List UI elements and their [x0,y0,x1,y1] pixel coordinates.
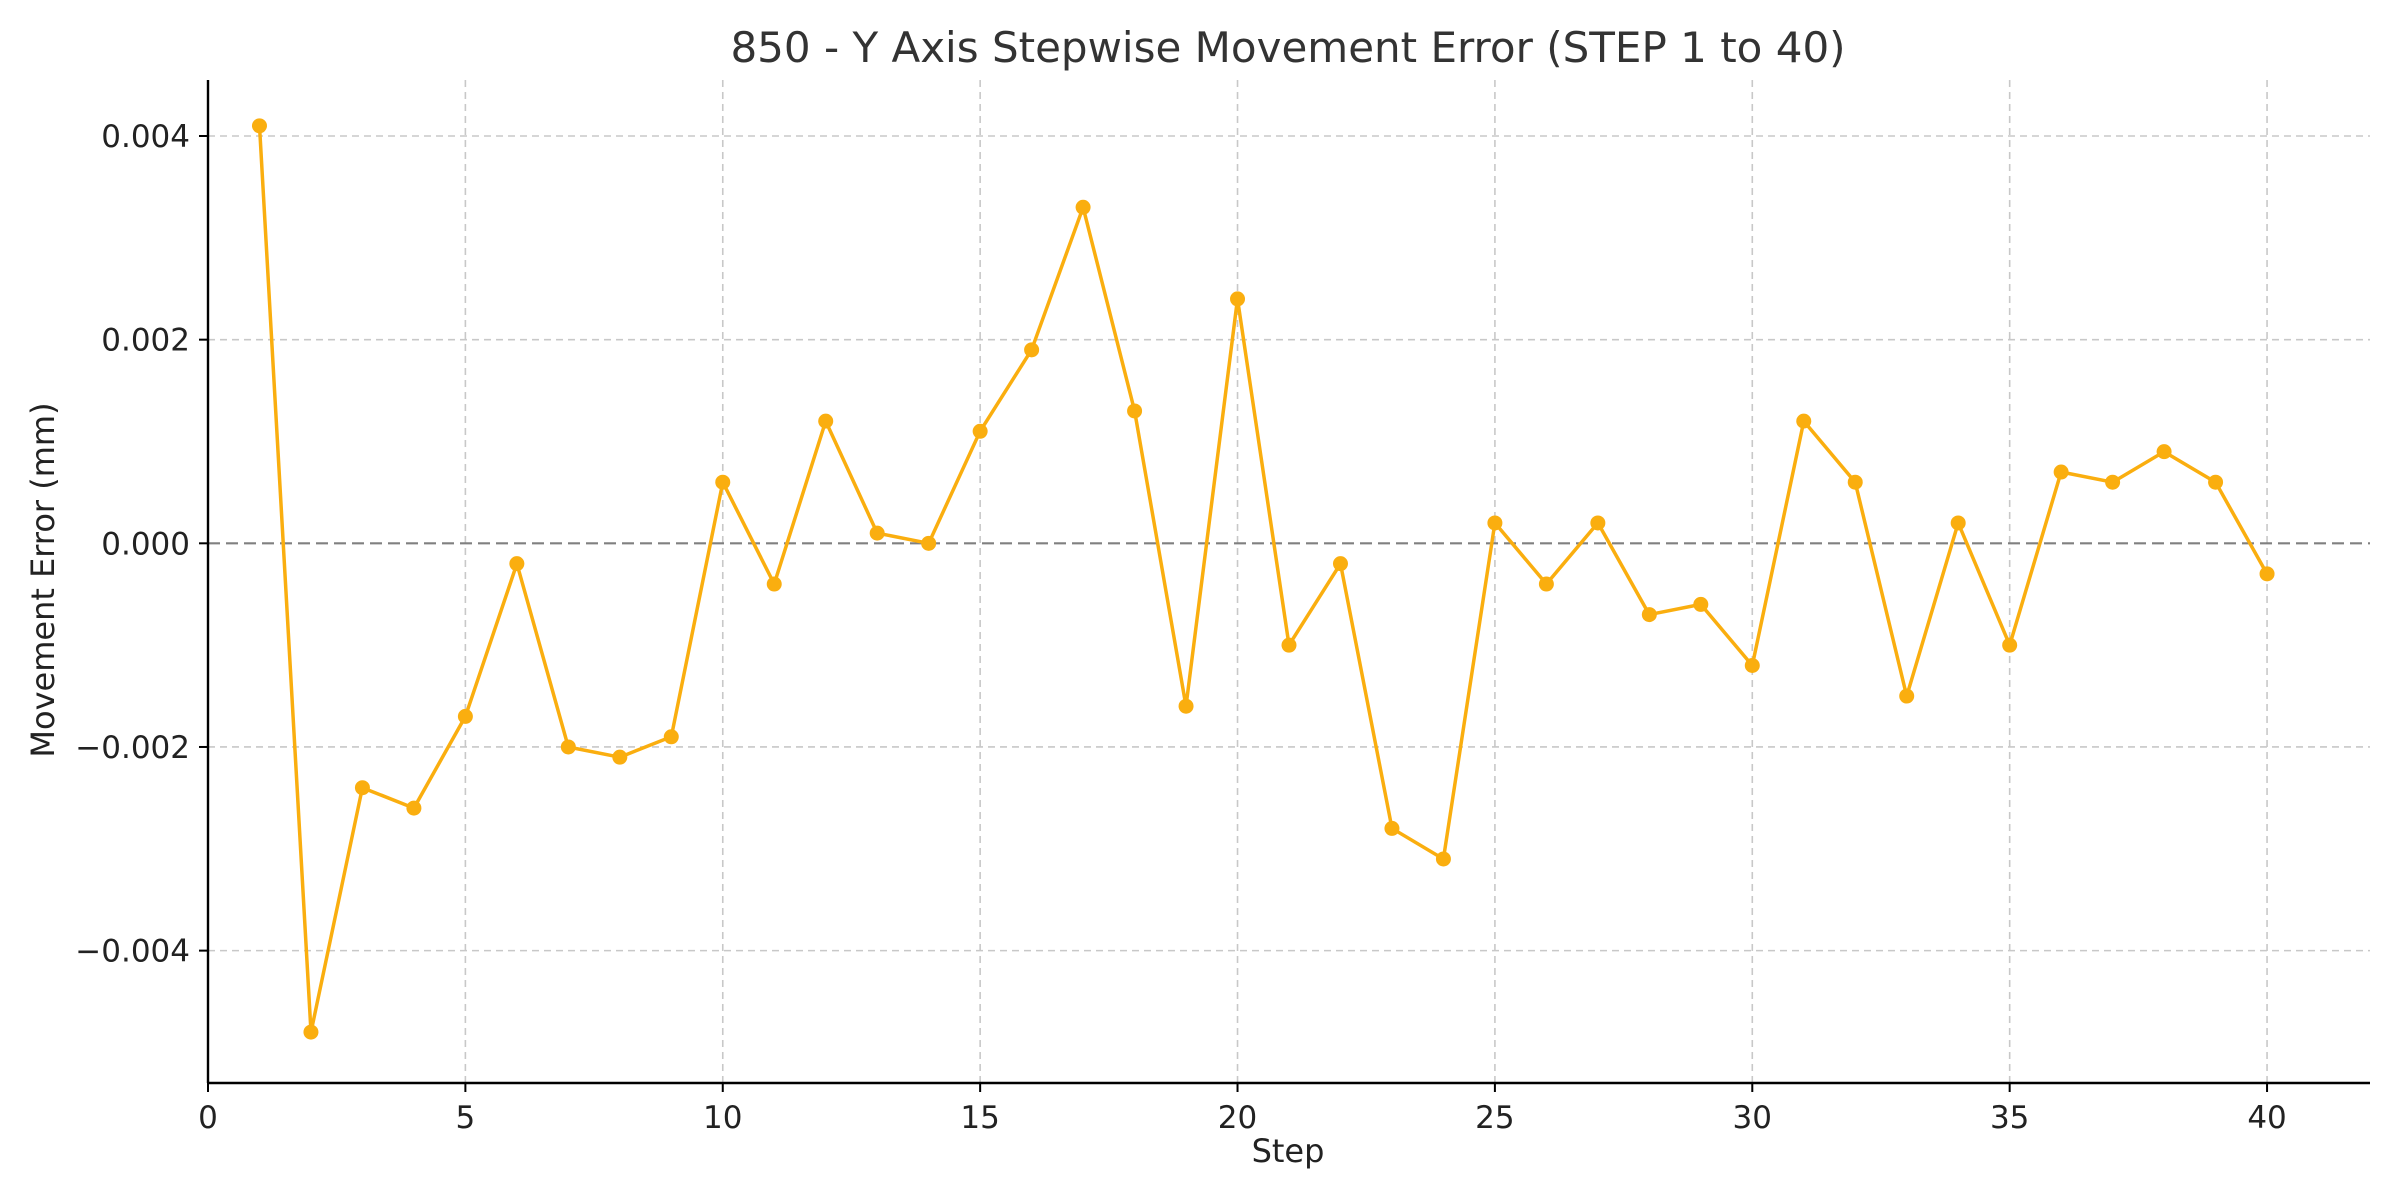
axes [206,80,2370,1085]
data-point [1950,515,1966,531]
data-point [1178,698,1194,714]
data-point [612,749,628,765]
x-axis-ticks: 0 5 10 15 20 25 30 35 40 [198,1083,2287,1136]
data-point [1899,688,1915,704]
data-point [2002,637,2018,653]
data-point [1693,596,1709,612]
data-point [869,525,885,541]
data-point [1332,556,1348,572]
data-point [663,729,679,745]
y-tick-label: 0.004 [101,119,190,155]
y-axis-label: Movement Error (mm) [24,402,62,757]
data-series [251,118,2275,1040]
data-point [457,708,473,724]
data-point [251,118,267,134]
data-point [560,739,576,755]
x-tick-label: 0 [198,1100,218,1136]
data-point [509,556,525,572]
chart-title: 850 - Y Axis Stepwise Movement Error (ST… [730,23,1845,72]
data-point [1538,576,1554,592]
x-tick-label: 35 [1990,1100,2029,1136]
x-axis-label: Step [1252,1132,1325,1170]
y-tick-label: −0.004 [75,934,190,970]
data-point [1230,291,1246,307]
data-point [2156,444,2172,460]
data-point [1384,820,1400,836]
data-point [1590,515,1606,531]
y-tick-label: 0.002 [101,323,190,359]
data-point [1487,515,1503,531]
data-point [406,800,422,816]
data-point [1024,342,1040,358]
y-axis-ticks: −0.004 −0.002 0.000 0.002 0.004 [75,119,208,970]
data-point [766,576,782,592]
data-point [2105,474,2121,490]
data-point [818,413,834,429]
data-point [715,474,731,490]
x-tick-label: 20 [1218,1100,1257,1136]
y-tick-label: 0.000 [101,526,190,562]
data-point [972,423,988,439]
data-point [1281,637,1297,653]
x-tick-label: 40 [2247,1100,2286,1136]
x-tick-label: 30 [1733,1100,1772,1136]
x-tick-label: 10 [703,1100,742,1136]
data-point [1127,403,1143,419]
data-point [921,535,937,551]
data-point [2053,464,2069,480]
x-tick-label: 5 [456,1100,476,1136]
data-point [1796,413,1812,429]
series-line [257,125,2269,1034]
data-point [303,1024,319,1040]
data-point [1075,199,1091,215]
grid [208,80,2370,1083]
data-point [2259,566,2275,582]
y-tick-label: −0.002 [75,730,190,766]
data-point [1641,607,1657,623]
data-point [2208,474,2224,490]
data-point [1744,658,1760,674]
data-point [354,780,370,796]
data-point [1847,474,1863,490]
x-tick-label: 25 [1475,1100,1514,1136]
data-point [1435,851,1451,867]
x-tick-label: 15 [960,1100,999,1136]
